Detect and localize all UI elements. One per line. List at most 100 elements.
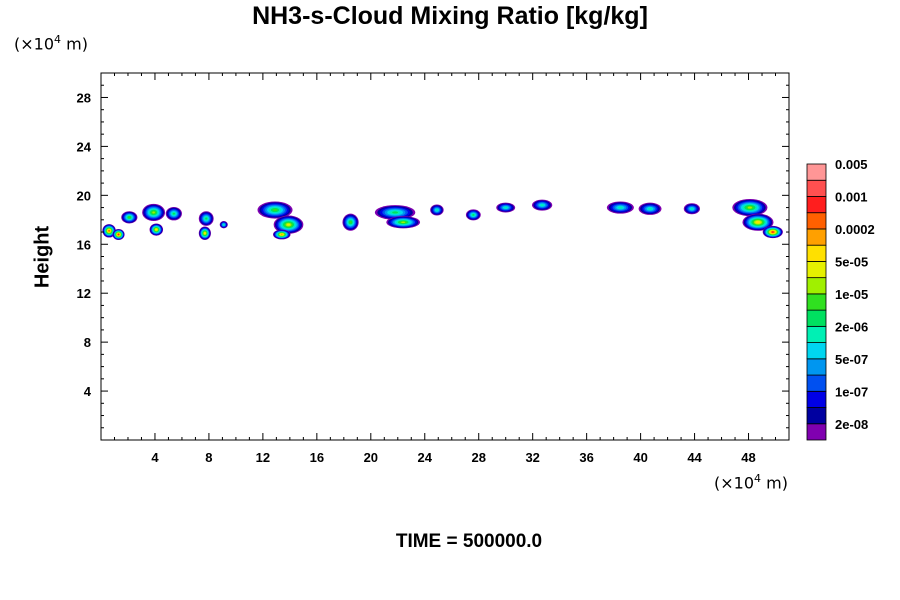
colorbar-label: 5e-05 [835, 254, 868, 269]
cloud-14 [386, 216, 421, 229]
cloud-1 [112, 228, 125, 240]
colorbar-label: 0.0002 [835, 222, 875, 237]
x-tick-label: 28 [471, 450, 485, 465]
y-tick-label: 16 [77, 237, 91, 252]
x-unit-exponent: 4 [754, 472, 762, 485]
colorbar-swatch [806, 163, 827, 181]
cloud-0-level-13 [108, 230, 110, 232]
cloud-19 [606, 201, 634, 214]
cloud-10-level-10 [286, 223, 291, 226]
cloud-2 [121, 211, 138, 224]
x-tick-label: 4 [151, 450, 159, 465]
x-unit-base: (×10 [714, 473, 755, 493]
cloud-9 [257, 201, 293, 219]
colorbar-swatch [806, 390, 827, 408]
clouds-layer [102, 199, 783, 240]
x-tick-label: 48 [741, 450, 755, 465]
cloud-5-level-7 [172, 212, 176, 215]
colorbar-swatch [806, 374, 827, 392]
colorbar-label: 1e-05 [835, 287, 868, 302]
colorbar-swatch [806, 358, 827, 376]
cloud-23 [742, 213, 774, 231]
colorbar-swatch [806, 342, 827, 360]
y-axis-unit: (×104 m) [14, 33, 88, 53]
cloud-6-level-7 [205, 217, 208, 220]
cloud-8-level-6 [222, 223, 225, 226]
cloud-24 [762, 225, 783, 239]
colorbar-swatch [806, 228, 827, 246]
x-tick-label: 16 [310, 450, 324, 465]
cloud-17-level-6 [504, 206, 508, 209]
cloud-11-level-12 [280, 233, 283, 236]
cloud-7-level-11 [204, 232, 206, 235]
cloud-0 [102, 224, 116, 238]
cloud-4 [149, 223, 164, 236]
cloud-4-level-11 [155, 228, 158, 231]
colorbar-label: 2e-06 [835, 319, 868, 334]
x-tick-label: 36 [579, 450, 593, 465]
cloud-24-level-14 [772, 231, 774, 233]
cloud-22 [732, 199, 768, 217]
cloud-20-level-6 [648, 207, 652, 210]
cloud-15-level-6 [435, 209, 439, 211]
cloud-8 [219, 221, 228, 229]
cloud-7 [198, 226, 211, 240]
cloud-1-level-14 [117, 233, 120, 236]
colorbar-swatch [806, 309, 827, 327]
colorbar-swatch [806, 325, 827, 343]
x-tick-label: 40 [633, 450, 647, 465]
cloud-23-level-11 [756, 221, 760, 224]
cloud-9-level-8 [272, 208, 278, 212]
colorbar-label: 0.005 [835, 157, 868, 172]
y-unit-exponent: 4 [54, 33, 62, 46]
cloud-20 [638, 202, 662, 215]
y-tick-label: 24 [77, 139, 92, 154]
y-tick-label: 28 [77, 90, 91, 105]
cloud-13-level-7 [392, 211, 399, 214]
y-tick-label: 12 [77, 286, 91, 301]
colorbar-swatch [806, 407, 827, 425]
cloud-16 [465, 209, 481, 221]
cloud-17 [496, 202, 516, 213]
x-tick-label: 12 [256, 450, 270, 465]
cloud-14-level-9 [401, 221, 406, 224]
y-tick-label: 20 [77, 188, 91, 203]
colorbar-swatch [806, 423, 827, 441]
colorbar-label: 1e-07 [835, 384, 868, 399]
cloud-3 [142, 203, 166, 222]
cloud-15 [430, 204, 444, 216]
y-tick-label: 8 [84, 335, 91, 350]
cloud-5 [165, 206, 182, 221]
cloud-18-level-6 [540, 204, 544, 207]
x-unit-tail: m) [761, 473, 788, 493]
cloud-11 [273, 229, 291, 240]
cloud-21 [683, 203, 700, 215]
x-tick-label: 24 [418, 450, 433, 465]
cloud-2-level-8 [128, 216, 131, 219]
colorbar-swatch [806, 196, 827, 214]
colorbar-swatch [806, 293, 827, 311]
cloud-12-level-8 [349, 221, 352, 224]
cloud-19-level-6 [618, 206, 623, 209]
cloud-16-level-7 [472, 214, 475, 216]
colorbar-label: 2e-08 [835, 417, 868, 432]
x-tick-label: 20 [364, 450, 378, 465]
x-tick-label: 44 [687, 450, 702, 465]
cloud-6 [198, 211, 214, 226]
y-unit-tail: m) [61, 34, 88, 54]
cloud-3-level-9 [152, 211, 155, 214]
chart-title: NH3-s-Cloud Mixing Ratio [kg/kg] [252, 2, 648, 30]
cloud-21-level-6 [690, 207, 694, 210]
colorbar-swatch [806, 244, 827, 262]
colorbar-swatch [806, 179, 827, 197]
colorbar-label: 5e-07 [835, 352, 868, 367]
cloud-12 [342, 213, 359, 231]
plot-frame [100, 72, 790, 441]
colorbar-label: 0.001 [835, 189, 868, 204]
y-unit-base: (×10 [14, 34, 55, 54]
x-tick-label: 32 [525, 450, 539, 465]
y-tick-label: 4 [84, 384, 92, 399]
colorbar-swatch [806, 261, 827, 279]
